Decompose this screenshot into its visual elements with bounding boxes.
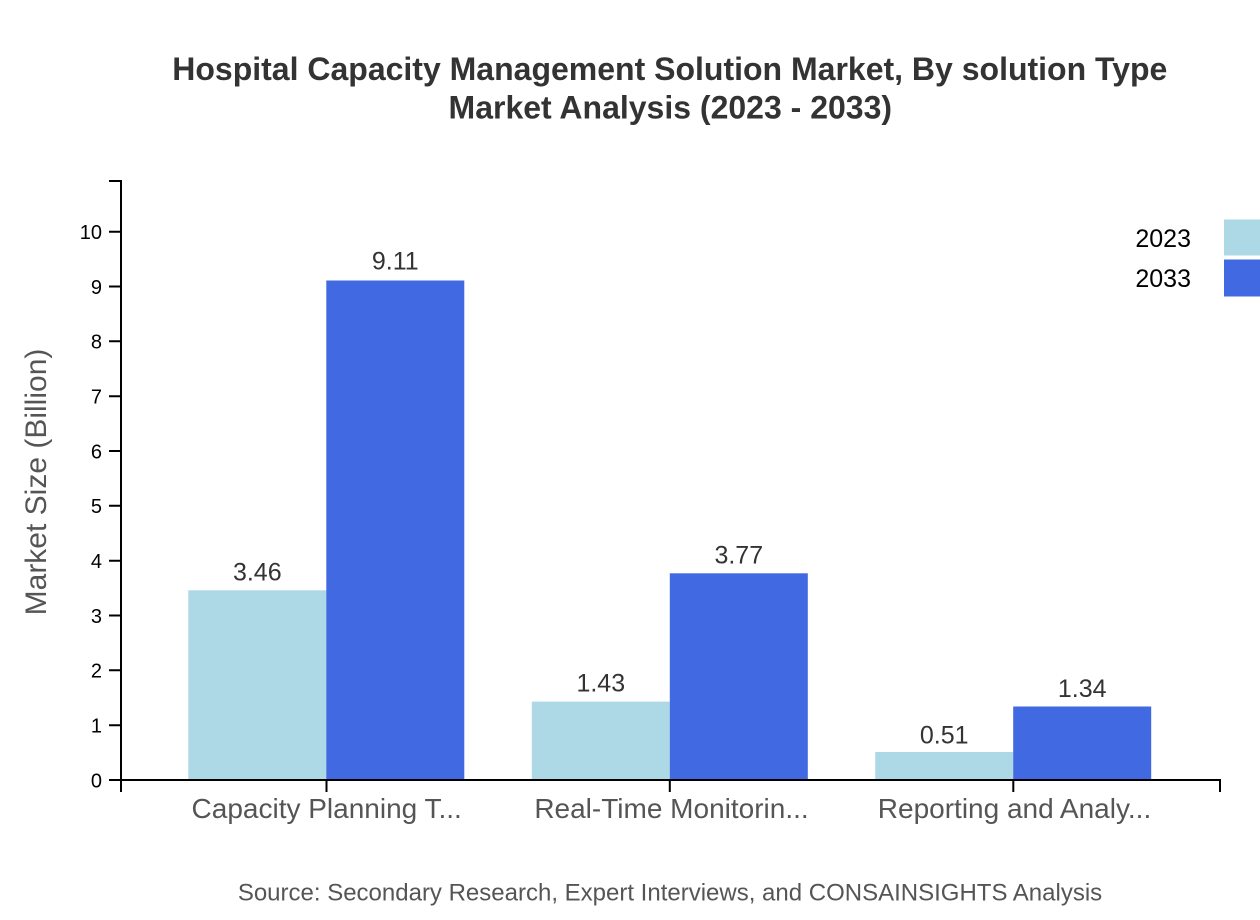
svg-text:0.51: 0.51: [920, 721, 969, 749]
svg-text:6: 6: [91, 441, 102, 463]
svg-text:4: 4: [91, 551, 102, 573]
svg-text:1: 1: [91, 716, 102, 738]
svg-text:Hospital Capacity Management S: Hospital Capacity Management Solution Ma…: [172, 51, 1167, 87]
svg-text:1.34: 1.34: [1058, 675, 1107, 703]
svg-text:8: 8: [91, 332, 102, 354]
svg-text:3.77: 3.77: [714, 541, 763, 569]
svg-text:3.46: 3.46: [233, 558, 282, 586]
svg-text:9.11: 9.11: [372, 248, 419, 276]
svg-text:2033: 2033: [1135, 265, 1191, 293]
svg-text:3: 3: [91, 606, 102, 628]
svg-text:9: 9: [91, 277, 102, 299]
svg-text:Source: Secondary Research, Ex: Source: Secondary Research, Expert Inter…: [238, 880, 1102, 907]
svg-text:Market Size (Billion): Market Size (Billion): [20, 349, 53, 616]
svg-text:Market Analysis (2023 - 2033): Market Analysis (2023 - 2033): [449, 90, 893, 126]
svg-text:5: 5: [91, 496, 102, 518]
svg-text:7: 7: [91, 387, 102, 409]
svg-text:Real-Time Monitorin...: Real-Time Monitorin...: [534, 793, 808, 824]
svg-text:Reporting and Analy...: Reporting and Analy...: [878, 793, 1151, 824]
svg-text:10: 10: [80, 222, 102, 244]
svg-text:Capacity Planning T...: Capacity Planning T...: [192, 793, 462, 824]
svg-text:2023: 2023: [1135, 225, 1191, 253]
svg-text:2: 2: [91, 661, 102, 683]
svg-text:1.43: 1.43: [576, 670, 625, 698]
svg-text:0: 0: [91, 770, 102, 792]
